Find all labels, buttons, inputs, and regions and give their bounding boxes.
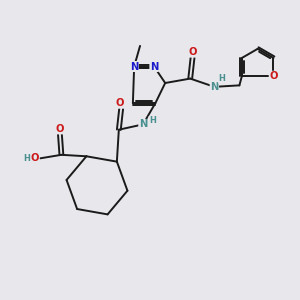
Text: H: H [149,116,156,125]
Text: N: N [150,61,158,71]
Text: H: H [218,74,225,83]
Text: O: O [188,47,197,57]
Text: O: O [269,71,278,81]
Text: O: O [31,153,39,163]
Text: O: O [56,124,64,134]
Text: H: H [23,154,30,163]
Text: O: O [116,98,124,108]
Text: N: N [139,119,147,129]
Text: N: N [210,82,219,92]
Text: N: N [130,61,138,71]
